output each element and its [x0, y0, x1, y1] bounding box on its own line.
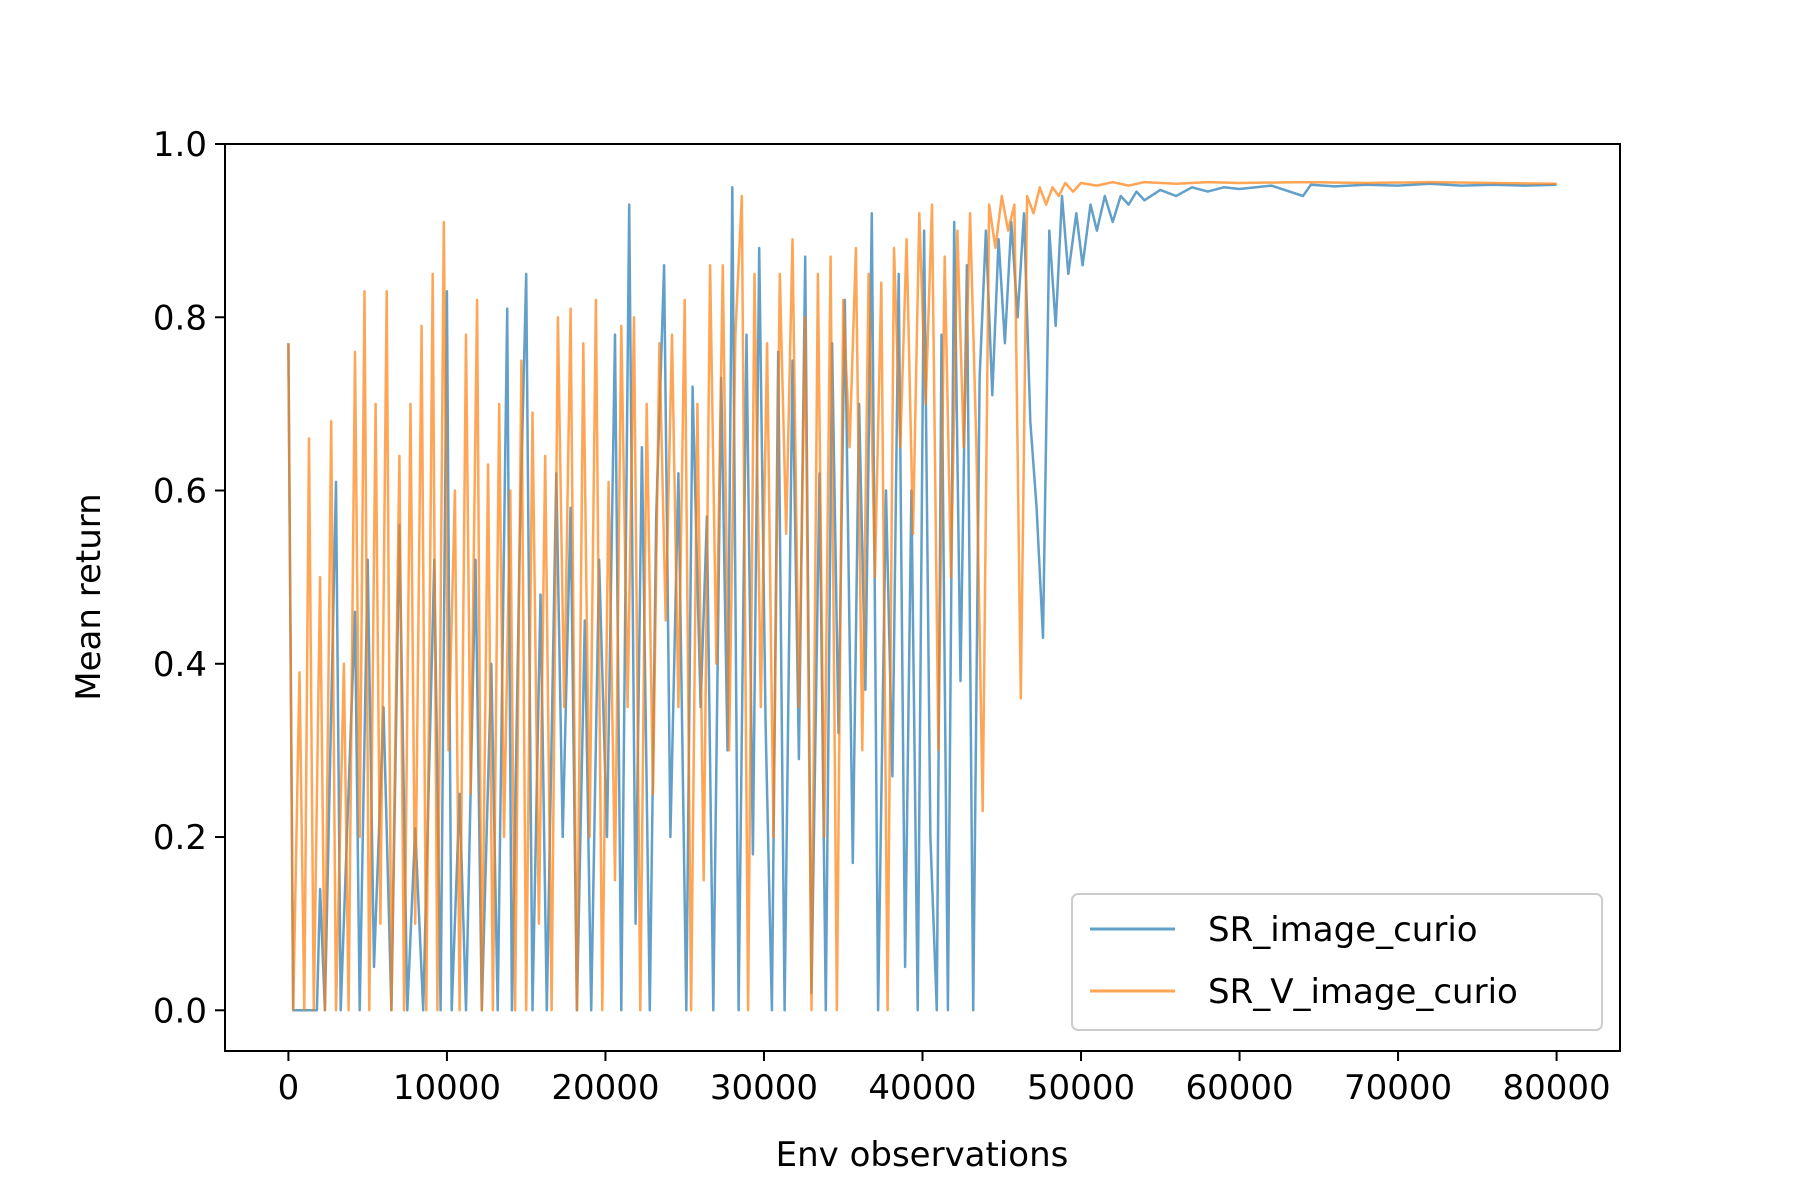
y-axis-label: Mean return: [69, 493, 109, 700]
x-axis-label: Env observations: [776, 1135, 1069, 1175]
x-axis: 0 10000 20000 30000 40000 50000 60000 70000 8000…: [278, 1051, 1611, 1108]
series-line-sr-image-curio: [287, 182, 1557, 1012]
x-tick-label: 80000: [1503, 1068, 1611, 1108]
legend: SR_image_curio SR_V_image_curio: [1071, 893, 1603, 1031]
x-tick-label: 70000: [1344, 1068, 1452, 1108]
y-tick-label: 0.2: [153, 818, 207, 858]
x-tick-label: 20000: [551, 1068, 659, 1108]
y-axis: 0.0 0.2 0.4 0.6 0.8 1.0: [153, 125, 225, 1031]
x-tick-label: 0: [278, 1068, 300, 1108]
series-line-sr-v-image-curio: [287, 180, 1557, 1012]
y-tick-label: 1.0: [153, 125, 207, 165]
x-tick-label: 30000: [710, 1068, 818, 1108]
x-tick-label: 60000: [1185, 1068, 1293, 1108]
y-tick-label: 0.8: [153, 298, 207, 338]
y-tick-label: 0.6: [153, 472, 207, 512]
legend-box: [1071, 893, 1603, 1031]
y-tick-label: 0.0: [153, 991, 207, 1031]
y-tick-label: 0.4: [153, 645, 207, 685]
x-tick-label: 50000: [1027, 1068, 1135, 1108]
series-layer: [287, 180, 1557, 1012]
legend-label-sr-image-curio: SR_image_curio: [1208, 910, 1478, 950]
legend-label-sr-v-image-curio: SR_V_image_curio: [1208, 972, 1518, 1012]
x-tick-label: 10000: [393, 1068, 501, 1108]
x-tick-label: 40000: [868, 1068, 976, 1108]
